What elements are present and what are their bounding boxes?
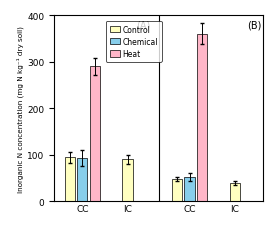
Bar — [122, 160, 133, 202]
Bar — [197, 35, 207, 202]
Y-axis label: Inorganic N concentration (mg N kg⁻¹ dry soil): Inorganic N concentration (mg N kg⁻¹ dry… — [17, 26, 24, 192]
Bar — [65, 158, 75, 202]
Text: (B): (B) — [247, 21, 261, 31]
Legend: Control, Chemical, Heat: Control, Chemical, Heat — [106, 22, 162, 62]
Text: (A): (A) — [136, 21, 150, 31]
Bar — [172, 179, 182, 202]
Bar — [185, 177, 195, 202]
Bar — [230, 183, 240, 202]
Bar — [77, 158, 88, 202]
Bar — [90, 67, 100, 202]
